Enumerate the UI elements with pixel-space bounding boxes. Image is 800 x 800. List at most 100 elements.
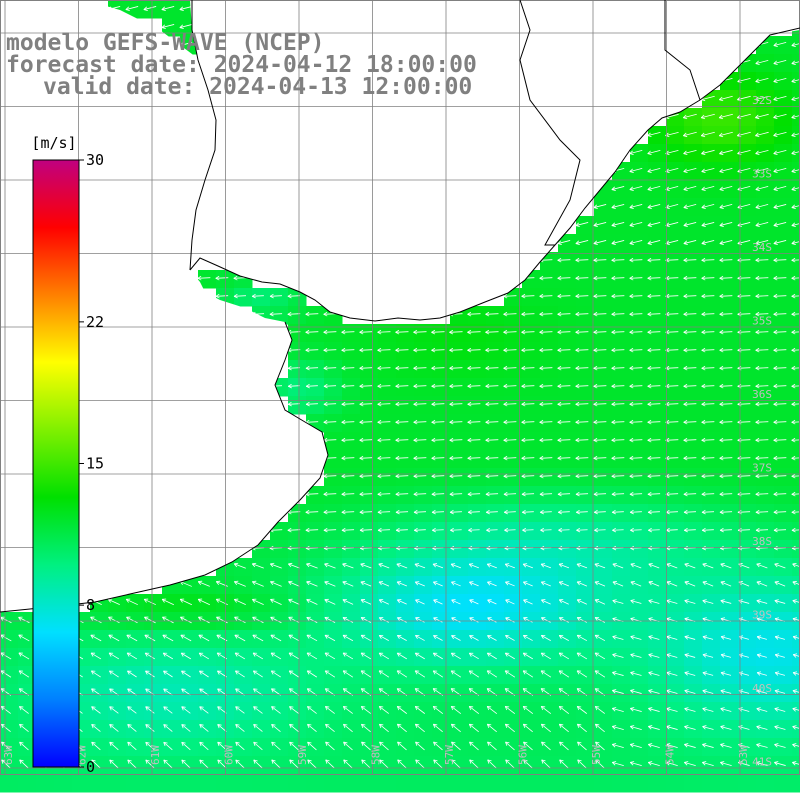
wind-speed-cell (162, 666, 181, 685)
wind-arrow (523, 617, 533, 623)
wind-arrow (575, 347, 589, 353)
wind-speed-cell (378, 504, 397, 523)
lon-label: 53W (737, 745, 750, 765)
wind-arrow (558, 634, 569, 642)
wind-speed-cell (396, 666, 415, 685)
wind-arrow (557, 473, 571, 479)
wind-arrow (306, 616, 318, 624)
wind-speed-cell (666, 432, 685, 451)
wind-speed-cell (90, 738, 109, 757)
wind-arrow (539, 275, 553, 281)
wind-arrow (432, 670, 444, 678)
wind-speed-cell (684, 324, 703, 343)
wind-arrow (271, 723, 281, 732)
wind-speed-cell (684, 504, 703, 523)
wind-speed-cell (252, 702, 271, 721)
wind-speed-cell (648, 252, 667, 271)
wind-speed-cell (612, 234, 631, 253)
wind-arrow (306, 562, 318, 569)
wind-speed-cell (486, 432, 505, 451)
wind-arrow (467, 329, 481, 335)
wind-speed-cell (234, 630, 253, 649)
wind-speed-cell (558, 306, 577, 325)
wind-arrow (413, 491, 427, 497)
wind-arrow (522, 563, 534, 569)
wind-arrow (270, 634, 282, 642)
wind-speed-cell (360, 630, 379, 649)
wind-arrow (305, 509, 319, 515)
wind-speed-cell (0, 702, 19, 721)
wind-arrow (270, 580, 282, 587)
wind-arrow (773, 113, 787, 120)
wind-speed-cell (486, 540, 505, 559)
wind-arrow (504, 723, 515, 733)
wind-speed-cell (234, 288, 253, 307)
wind-arrow (702, 653, 714, 658)
wind-arrow (467, 455, 481, 461)
wind-speed-cell (468, 666, 487, 685)
wind-speed-cell (630, 144, 649, 163)
wind-arrow (360, 706, 371, 714)
wind-speed-cell (792, 414, 800, 433)
wind-speed-cell (486, 702, 505, 721)
wind-speed-cell (756, 432, 775, 451)
wind-speed-cell (684, 774, 703, 793)
wind-arrow (684, 761, 696, 766)
wind-speed-cell (18, 648, 37, 667)
wind-arrow (684, 725, 696, 730)
wind-arrow (541, 599, 551, 605)
wind-arrow (235, 741, 245, 751)
lon-label: 61W (149, 745, 162, 765)
wind-arrow (504, 705, 516, 714)
title-valid-date: valid date: 2024-04-13 12:00:00 (43, 74, 473, 100)
wind-arrow (773, 186, 787, 191)
wind-arrow (233, 562, 246, 569)
wind-arrow (755, 401, 769, 407)
wind-speed-cell (738, 126, 757, 145)
wind-arrow (414, 581, 425, 587)
wind-speed-cell (720, 234, 739, 253)
wind-speed-cell (162, 720, 181, 739)
wind-speed-cell (198, 702, 217, 721)
wind-arrow (270, 670, 281, 678)
wind-arrow (161, 24, 175, 29)
wind-arrow (540, 705, 552, 714)
wind-arrow (181, 706, 191, 714)
wind-arrow (505, 581, 515, 587)
wind-speed-cell (702, 288, 721, 307)
lat-label: 40S (752, 682, 772, 695)
wind-arrow (773, 365, 787, 371)
wind-speed-cell (540, 720, 559, 739)
wind-speed-cell (774, 198, 793, 217)
wind-arrow (359, 527, 373, 533)
wind-speed-cell (702, 144, 721, 163)
wind-arrow (431, 347, 445, 353)
wind-speed-cell (738, 774, 757, 793)
wind-arrow (755, 149, 769, 156)
wind-speed-cell (504, 540, 523, 559)
wind-arrow (469, 741, 479, 751)
wind-speed-cell (774, 486, 793, 505)
wind-speed-cell (702, 162, 721, 181)
wind-arrow (504, 652, 515, 660)
wind-arrow (792, 599, 800, 604)
wind-arrow (773, 149, 787, 156)
wind-arrow (324, 634, 336, 642)
wind-arrow (433, 759, 443, 769)
wind-arrow (449, 509, 462, 515)
wind-speed-cell (720, 396, 739, 415)
wind-arrow (413, 455, 427, 461)
wind-arrow (719, 419, 733, 425)
wind-speed-cell (0, 720, 19, 739)
wind-arrow (755, 509, 769, 515)
wind-arrow (720, 743, 732, 748)
wind-speed-cell (792, 342, 800, 361)
wind-speed-cell (756, 180, 775, 199)
wind-arrow (323, 401, 337, 407)
wind-arrow (413, 437, 427, 443)
wind-arrow (469, 599, 479, 605)
wind-speed-cell (576, 486, 595, 505)
wind-arrow (342, 652, 354, 660)
wind-arrow (467, 419, 481, 425)
wind-speed-cell (612, 414, 631, 433)
